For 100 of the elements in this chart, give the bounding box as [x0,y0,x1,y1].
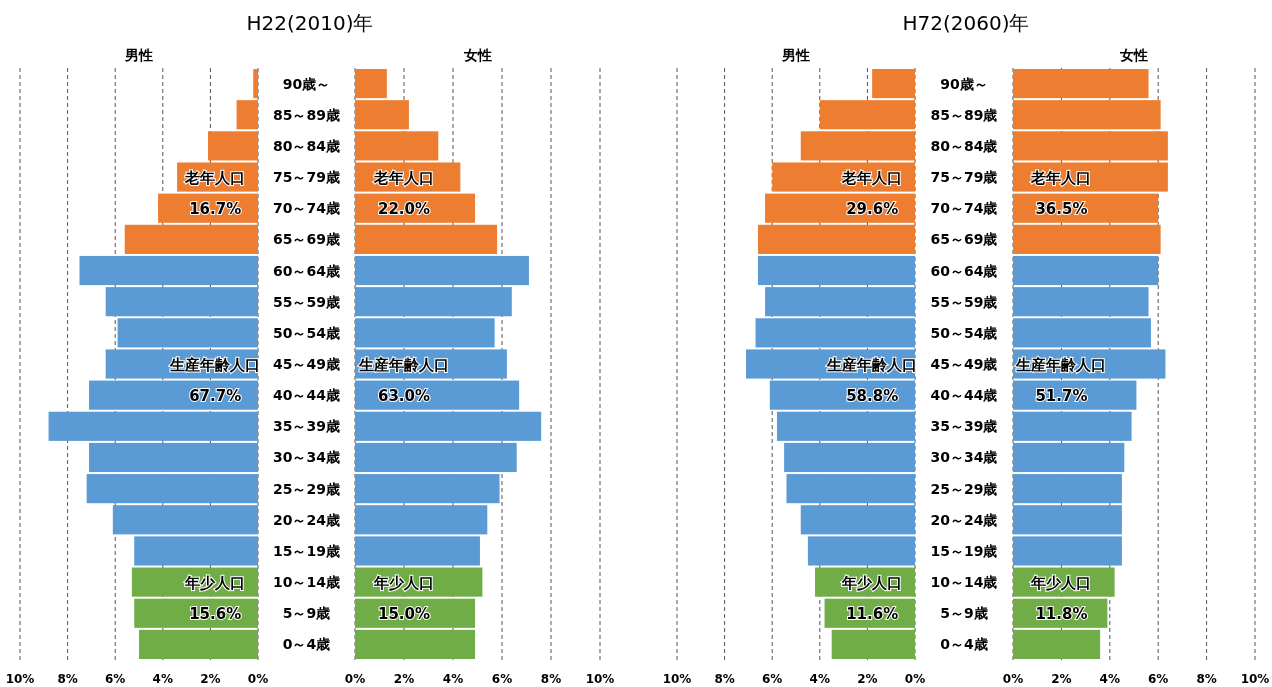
bar [124,224,258,254]
bar [355,224,498,254]
y-tick-label: 45～49歳 [273,356,340,372]
bar [800,131,915,161]
annotation: 老年人口 [373,169,434,188]
bar [1013,224,1161,254]
bar [1013,255,1159,286]
x-tick-label: 10% [662,672,692,686]
x-tick-label: 0% [247,672,269,686]
text: H72(2060)年 [902,11,1030,35]
annotation: 生産年齢人口 [169,356,261,374]
chart-subtitle: 女性 [462,47,492,63]
annotation: 年少人口 [841,574,903,593]
annotation: 生産年齢人口 [1015,356,1107,374]
bar [872,69,915,99]
y-tick-label: 80～84歳 [273,137,340,154]
bar [355,131,439,161]
y-tick-label: 35～39歳 [930,418,998,435]
bar [819,100,915,130]
bar [117,318,258,348]
annotation: 15.6% [189,605,242,624]
y-tick-label: 0～4歳 [940,636,988,653]
annotation: 11.6% [846,605,899,624]
y-tick-label: 85～89歳 [930,106,998,123]
bar [765,287,915,317]
bar [253,69,258,99]
bar [1013,536,1122,566]
annotation: 生産年齢人口 [826,356,918,374]
annotation: 11.8% [1035,605,1088,624]
bar [355,411,542,441]
bar [355,536,480,566]
bar [86,474,258,504]
bar [1013,442,1125,473]
bar [355,474,500,504]
bar [355,100,409,130]
bar [89,442,258,473]
annotation: 年少人口 [1030,574,1092,593]
annotation: 老年人口 [841,169,903,188]
x-tick-label: 8% [1196,672,1217,686]
bar [1013,69,1149,99]
x-tick-label: 6% [762,672,783,686]
annotation: 67.7% [189,387,242,406]
x-tick-label: 8% [57,672,78,686]
y-tick-label: 25～29歳 [930,480,998,497]
annotation: 年少人口 [373,574,434,593]
x-tick-label: 2% [1051,672,1072,686]
x-tick-label: 4% [809,672,830,686]
x-tick-label: 8% [540,672,562,686]
y-tick-label: 5～9歳 [940,605,988,622]
text: H22(2010)年 [246,11,374,35]
annotation: 15.0% [377,605,431,624]
bar [134,536,258,566]
y-tick-label: 90歳～ [282,75,331,92]
x-tick-label: 10% [5,672,35,686]
bar [1013,287,1149,317]
bar [355,255,529,286]
y-tick-label: 55～59歳 [930,293,998,310]
bar [236,100,258,130]
y-tick-label: 80～84歳 [930,137,998,154]
y-tick-label: 20～24歳 [273,511,340,528]
bar [784,442,915,473]
y-tick-label: 20～24歳 [930,511,998,528]
bar [786,474,915,504]
x-tick-label: 4% [442,672,464,686]
annotation: 生産年齢人口 [358,356,449,374]
x-tick-label: 10% [1240,672,1270,686]
bar [208,131,258,161]
bar [757,224,915,254]
x-tick-label: 0% [904,672,926,686]
bar [1013,505,1122,535]
y-tick-label: 40～44歳 [273,387,340,404]
bar [776,411,915,441]
chart-subtitle: 男性 [124,47,153,63]
bar [1013,629,1101,659]
y-tick-label: 75～79歳 [273,169,340,186]
y-tick-label: 75～79歳 [930,169,998,186]
annotation: 51.7% [1035,387,1088,406]
y-tick-label: 65～69歳 [930,231,998,248]
y-tick-label: 55～59歳 [273,293,340,310]
y-tick-label: 10～14歳 [930,574,998,591]
bar [355,318,495,348]
bar [105,287,258,317]
annotation: 63.0% [377,387,431,406]
x-tick-label: 10% [585,672,615,686]
y-tick-label: 30～34歳 [930,449,998,466]
x-tick-label: 6% [1148,672,1169,686]
bar [807,536,915,566]
x-tick-label: 4% [1099,672,1120,686]
y-tick-label: 25～29歳 [273,480,340,497]
y-tick-label: 50～54歳 [273,324,340,341]
bar [1013,318,1151,348]
x-tick-label: 2% [393,672,415,686]
y-tick-label: 15～19歳 [273,542,340,559]
bar [800,505,915,535]
annotation: 29.6% [846,200,899,219]
bar [355,69,387,99]
y-tick-label: 90歳～ [940,75,988,92]
y-tick-label: 70～74歳 [930,200,998,217]
y-tick-label: 35～39歳 [273,418,340,435]
y-tick-label: 30～34歳 [273,449,340,466]
